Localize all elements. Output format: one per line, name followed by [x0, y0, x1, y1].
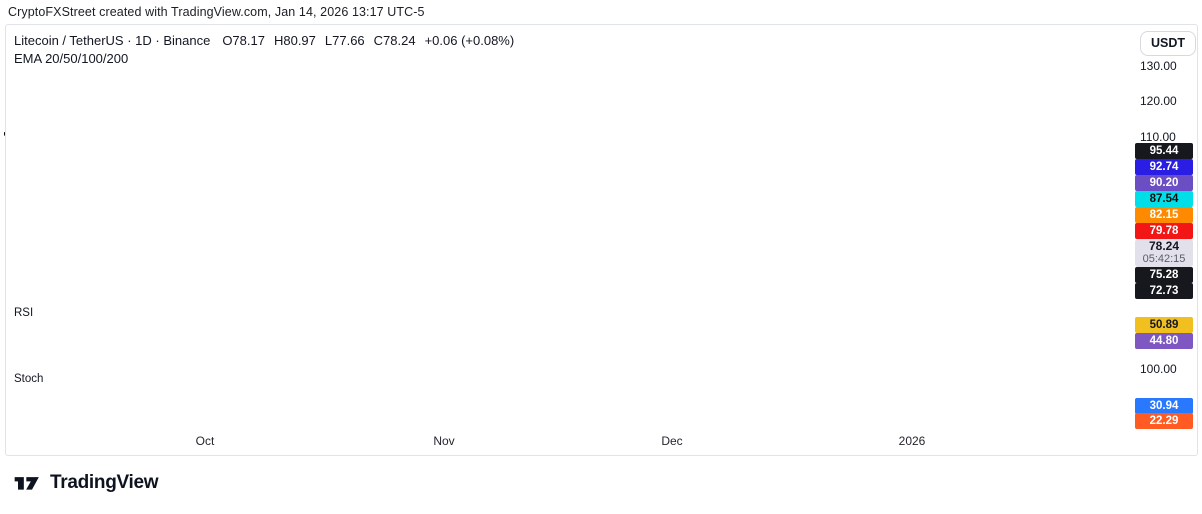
time-axis-label: Dec: [661, 434, 683, 448]
time-axis-label: 2026: [898, 434, 926, 448]
currency-toggle-button[interactable]: USDT: [1140, 31, 1196, 56]
stoch-axis-value-label: 22.29: [1135, 413, 1193, 429]
price-axis-value-label: 95.44: [1135, 143, 1193, 159]
price-axis-value-label: 90.20: [1135, 175, 1193, 191]
ohlc-low: L77.66: [324, 33, 365, 48]
stoch-axis-value-label: 30.94: [1135, 398, 1193, 414]
price-axis-tick: 130.00: [1140, 59, 1177, 73]
ema-legend[interactable]: EMA 20/50/100/200: [14, 51, 129, 66]
price-axis-value-label: 75.28: [1135, 267, 1193, 283]
stoch-pane-label[interactable]: Stoch: [14, 373, 44, 385]
ohlc-change: +0.06 (+0.08%): [424, 33, 515, 48]
price-axis-value-label: 79.78: [1135, 223, 1193, 239]
price-axis-tick: 100.00: [1140, 362, 1177, 376]
rsi-axis-value-label: 50.89: [1135, 317, 1193, 333]
price-axis-value-label: 82.15: [1135, 207, 1193, 223]
time-axis-label: Oct: [195, 434, 215, 448]
price-axis-tick: 110.00: [1140, 130, 1176, 144]
symbol-title[interactable]: Litecoin / TetherUS · 1D · Binance: [14, 33, 211, 48]
ohlc-open: O78.17: [222, 33, 265, 48]
time-axis-label: Nov: [433, 434, 455, 448]
footer-brand: TradingView: [13, 470, 159, 496]
tradingview-logo-text: TradingView: [50, 472, 159, 493]
price-axis-value-label: 92.74: [1135, 159, 1193, 175]
price-axis-value-label: 72.73: [1135, 283, 1193, 299]
tradingview-logo-icon: [14, 477, 39, 490]
bar-countdown: 05:42:15: [1142, 253, 1186, 265]
chart-legend[interactable]: Litecoin / TetherUS · 1D · Binance O78.17…: [14, 33, 523, 48]
current-price: 78.24: [1148, 239, 1180, 253]
attribution-text: CryptoFXStreet created with TradingView.…: [8, 5, 425, 19]
ohlc-close: C78.24: [373, 33, 416, 48]
current-price-label: 78.24 05:42:15: [1135, 239, 1193, 267]
rsi-pane-label[interactable]: RSI: [14, 307, 34, 319]
price-axis-value-label: 87.54: [1135, 191, 1193, 207]
ohlc-high: H80.97: [273, 33, 316, 48]
price-axis-tick: 120.00: [1140, 94, 1177, 108]
rsi-axis-value-label: 44.80: [1135, 333, 1193, 349]
